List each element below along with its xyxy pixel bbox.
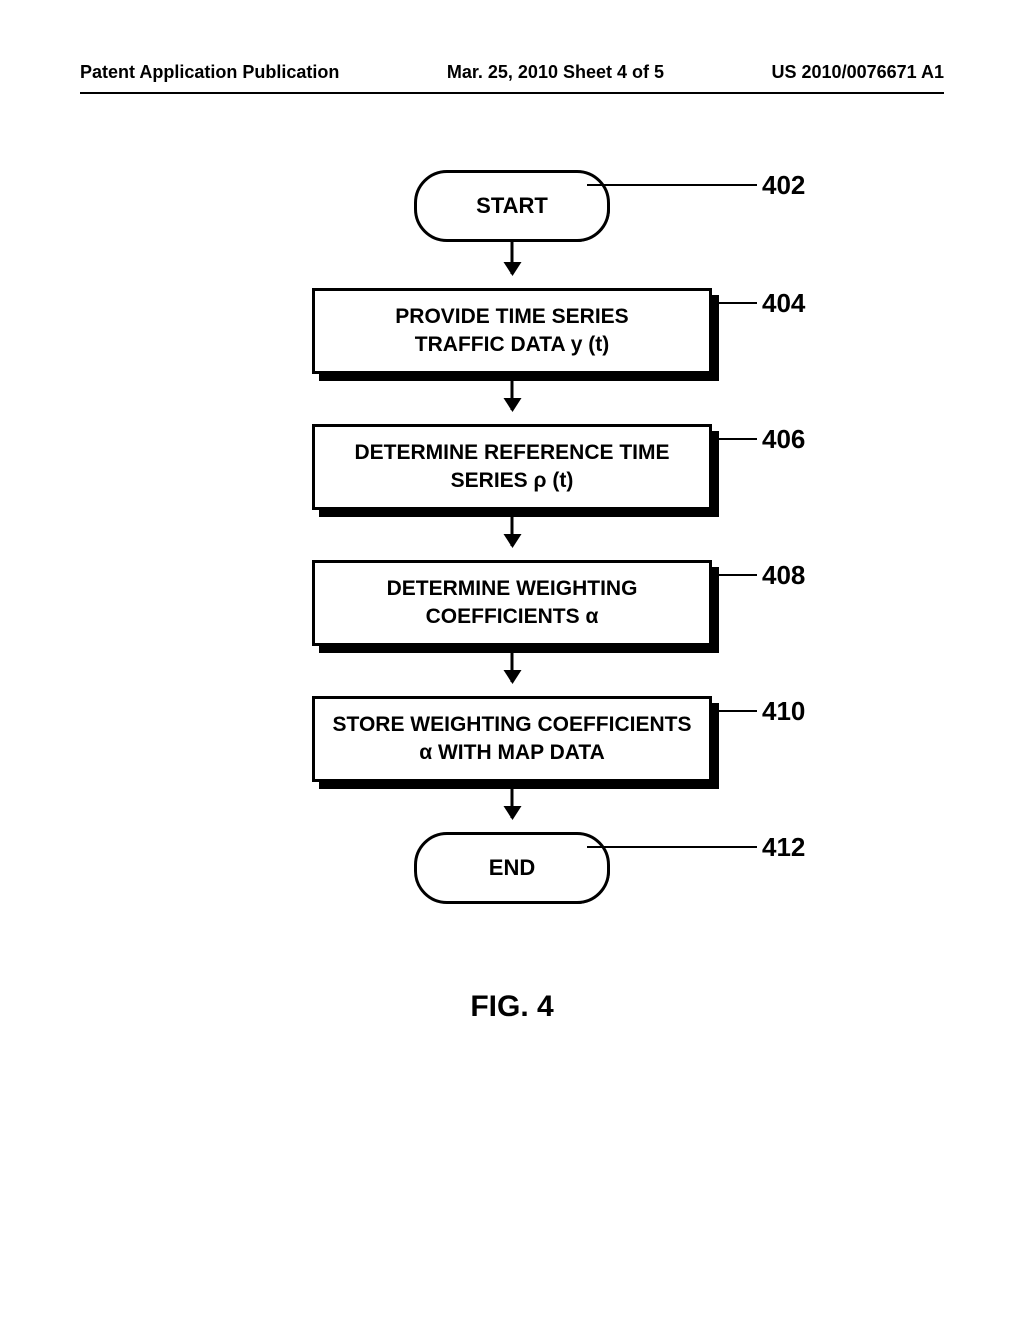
- flow-arrow: [511, 517, 514, 546]
- terminal-node-402: START: [414, 170, 610, 242]
- node-text-line: TRAFFIC DATA y (t): [415, 331, 609, 359]
- figure-label: FIG. 4: [470, 990, 553, 1024]
- callout-line: [712, 574, 757, 576]
- header-center: Mar. 25, 2010 Sheet 4 of 5: [447, 62, 664, 83]
- terminal-node-412: END: [414, 832, 610, 904]
- node-box: STORE WEIGHTING COEFFICIENTSα WITH MAP D…: [312, 696, 712, 782]
- callout-label-410: 410: [762, 696, 805, 727]
- node-text-line: SERIES ρ (t): [451, 467, 574, 495]
- process-node-408: DETERMINE WEIGHTINGCOEFFICIENTS α: [312, 560, 712, 646]
- callout-label-402: 402: [762, 170, 805, 201]
- flow-arrow: [511, 242, 514, 274]
- node-text-line: END: [489, 855, 535, 881]
- node-text-line: COEFFICIENTS α: [426, 603, 599, 631]
- node-box: PROVIDE TIME SERIESTRAFFIC DATA y (t): [312, 288, 712, 374]
- callout-label-408: 408: [762, 560, 805, 591]
- callout-line: [712, 302, 757, 304]
- process-node-406: DETERMINE REFERENCE TIMESERIES ρ (t): [312, 424, 712, 510]
- flow-arrow: [511, 381, 514, 410]
- node-box: END: [414, 832, 610, 904]
- callout-label-412: 412: [762, 832, 805, 863]
- node-text-line: PROVIDE TIME SERIES: [395, 303, 628, 331]
- node-box: DETERMINE REFERENCE TIMESERIES ρ (t): [312, 424, 712, 510]
- node-box: DETERMINE WEIGHTINGCOEFFICIENTS α: [312, 560, 712, 646]
- process-node-404: PROVIDE TIME SERIESTRAFFIC DATA y (t): [312, 288, 712, 374]
- node-text-line: DETERMINE REFERENCE TIME: [354, 439, 669, 467]
- header-left: Patent Application Publication: [80, 62, 339, 83]
- node-text-line: DETERMINE WEIGHTING: [387, 575, 638, 603]
- callout-line: [712, 710, 757, 712]
- node-text-line: START: [476, 193, 548, 219]
- process-node-410: STORE WEIGHTING COEFFICIENTSα WITH MAP D…: [312, 696, 712, 782]
- header-right: US 2010/0076671 A1: [772, 62, 944, 83]
- node-text-line: STORE WEIGHTING COEFFICIENTS: [333, 711, 692, 739]
- callout-label-404: 404: [762, 288, 805, 319]
- callout-line: [587, 184, 757, 186]
- callout-line: [712, 438, 757, 440]
- node-box: START: [414, 170, 610, 242]
- node-text-line: α WITH MAP DATA: [419, 739, 605, 767]
- callout-label-406: 406: [762, 424, 805, 455]
- flow-arrow: [511, 653, 514, 682]
- callout-line: [587, 846, 757, 848]
- flow-arrow: [511, 789, 514, 818]
- header-rule: [80, 92, 944, 94]
